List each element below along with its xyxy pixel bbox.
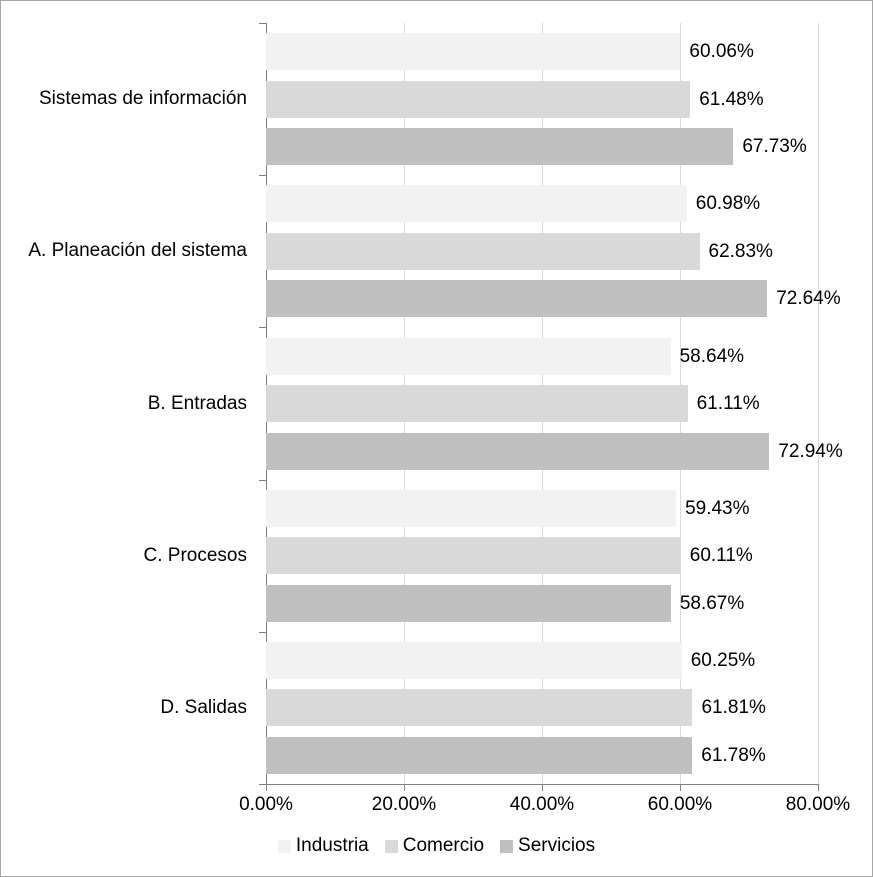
value-label: 72.94%	[778, 440, 843, 462]
x-tick-label: 60.00%	[647, 794, 713, 815]
y-axis-tick	[259, 631, 266, 633]
legend-swatch-icon	[500, 839, 514, 853]
legend: Industria Comercio Servicios	[1, 835, 872, 857]
y-axis-tick	[259, 23, 266, 24]
legend-item-industria: Industria	[277, 835, 369, 857]
y-axis-tick	[259, 479, 266, 481]
legend-item-comercio: Comercio	[384, 835, 485, 857]
legend-label: Comercio	[402, 835, 485, 856]
bar-comercio	[266, 537, 681, 575]
y-axis-tick	[259, 175, 266, 177]
bar-comercio	[266, 689, 693, 727]
legend-item-servicios: Servicios	[500, 835, 595, 857]
value-label: 61.81%	[701, 697, 766, 719]
category-label: B. Entradas	[147, 392, 247, 414]
category-label: D. Salidas	[160, 696, 247, 718]
x-axis-tick	[680, 784, 681, 791]
value-label: 67.73%	[742, 136, 807, 158]
category-label: Sistemas de información	[38, 88, 247, 110]
value-label: 62.83%	[708, 240, 773, 262]
value-label: 60.98%	[695, 193, 761, 215]
bar-servicios	[266, 584, 671, 622]
value-label: 59.43%	[685, 497, 750, 519]
bar-industria	[266, 337, 671, 375]
value-label: 72.64%	[776, 288, 841, 310]
x-tick-label: 40.00%	[509, 794, 575, 815]
value-label: 58.64%	[679, 345, 745, 367]
x-tick-label: 80.00%	[785, 794, 851, 815]
category-label: A. Planeación del sistema	[28, 240, 247, 262]
bar-comercio	[266, 232, 700, 270]
x-axis-tick	[404, 784, 405, 791]
legend-swatch-icon	[277, 839, 291, 853]
value-label: 60.11%	[689, 545, 753, 567]
legend-label: Servicios	[518, 835, 596, 856]
legend-label: Industria	[295, 835, 369, 856]
bar-industria	[266, 641, 682, 679]
x-tick-label: 0.00%	[239, 794, 293, 815]
x-axis-tick	[542, 784, 543, 791]
category-label: C. Procesos	[143, 544, 247, 566]
value-label: 60.06%	[689, 41, 754, 63]
value-label: 61.48%	[699, 88, 764, 110]
bar-servicios	[266, 280, 768, 318]
y-axis-tick	[259, 327, 266, 329]
bar-comercio	[266, 80, 691, 118]
gridline	[818, 23, 819, 784]
x-tick-label: 20.00%	[371, 794, 437, 815]
bar-servicios	[266, 736, 693, 774]
bar-industria	[266, 489, 677, 527]
y-axis-tick	[259, 784, 266, 785]
x-axis-tick	[818, 784, 819, 791]
value-label: 61.11%	[696, 393, 760, 414]
value-label: 58.67%	[679, 592, 745, 614]
x-axis-tick	[266, 784, 267, 791]
bar-comercio	[266, 385, 688, 422]
bar-industria	[266, 185, 687, 223]
value-label: 60.25%	[690, 649, 756, 671]
bar-industria	[266, 33, 681, 71]
value-label: 61.78%	[701, 744, 766, 766]
bar-servicios	[266, 128, 734, 166]
bar-servicios	[266, 432, 770, 470]
legend-swatch-icon	[384, 839, 398, 853]
